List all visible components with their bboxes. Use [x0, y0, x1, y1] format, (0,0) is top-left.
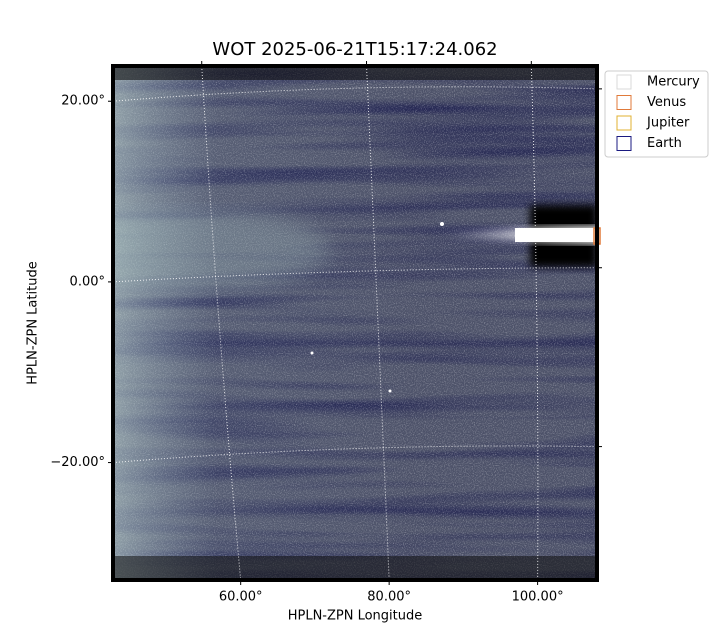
- axes-frame: [111, 64, 599, 582]
- legend-swatch: [616, 136, 632, 151]
- y-axis-label: HPLN-ZPN Latitude: [26, 261, 41, 384]
- legend-label: Earth: [647, 136, 682, 151]
- legend-label: Mercury: [647, 75, 700, 90]
- y-tick-label: −20.00°: [50, 455, 105, 470]
- legend-swatch: [616, 115, 632, 131]
- y-tick-label: 0.00°: [70, 274, 105, 289]
- grid-line: [112, 267, 598, 283]
- legend-label: Venus: [647, 95, 686, 110]
- legend-swatch: [616, 74, 632, 90]
- x-axis-label: HPLN-ZPN Longitude: [288, 609, 423, 624]
- x-tick-label: 60.00°: [219, 590, 263, 605]
- x-tick-label: 80.00°: [367, 590, 411, 605]
- chart-title: WOT 2025-06-21T15:17:24.062: [212, 39, 497, 60]
- legend: Mercury Venus Jupiter Earth: [604, 70, 709, 158]
- grid-line: [112, 86, 598, 102]
- legend-swatch: [616, 95, 632, 110]
- legend-label: Jupiter: [646, 116, 690, 131]
- y-tick-label: 20.00°: [61, 94, 105, 109]
- grid-line: [201, 65, 242, 581]
- x-tick-label: 100.00°: [512, 590, 564, 605]
- grid-line: [112, 445, 598, 464]
- image: [113, 66, 597, 580]
